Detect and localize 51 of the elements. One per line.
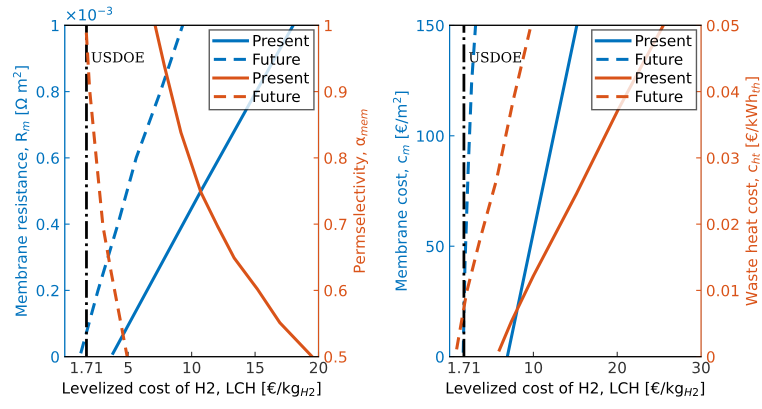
y-axis-title: Membrane resistance, R$_{m}$ [Ω m$^{2}$] [12,66,30,316]
y2-tick-label: 0.05 [706,20,739,32]
y2-tick-label: 0.6 [324,284,347,296]
x-tick-label: 5 [124,362,132,374]
x-tick-label: 20 [310,362,328,374]
ref-line-label: USDOE [92,52,144,63]
x-axis-title: Levelized cost of H2, LCH [€/kg$_{H2}$] [63,382,320,397]
y2-tick-label: 0.01 [706,284,739,296]
y-tick-label: 50 [426,240,444,252]
x-tick-label: 1.71 [71,362,102,374]
y-tick-label: 0 [436,351,444,363]
y-tick-label: 0.6 [36,152,59,164]
y-tick-label: 1 [52,20,58,32]
ref-line-label: USDOE [468,52,522,63]
x-axis-title: Levelized cost of H2, LCH [€/kg$_{H2}$] [446,382,704,397]
legend-label: Future [636,90,682,102]
y2-tick-label: 0.8 [324,152,347,164]
legend-label: Future [254,90,300,102]
y-tick-label: 0 [51,351,59,363]
line-series [154,25,314,357]
legend-label: Present [636,34,692,46]
legend-label: Future [254,54,300,65]
y-tick-label: 100 [417,130,444,142]
legend-label: Present [636,72,692,84]
y-tick-label: 0.8 [36,86,59,98]
legend-label: Future [636,54,682,65]
line-series [79,25,184,355]
y2-tick-label: 0.03 [706,152,739,164]
y-tick-label: 0.4 [36,218,60,230]
y2-tick-label: 0.02 [706,218,738,230]
x-tick-label: 1.71 [448,362,480,374]
y2-tick-label: 0.7 [324,218,346,230]
y2-tick-label: 1 [325,20,332,32]
legend-label: Present [254,34,309,46]
y-tick-label: 0.2 [36,284,58,296]
y2-tick-label: 0.5 [324,351,346,363]
y-axis-title: Membrane cost, c$_{m}$ [€/m$^{2}$] [392,92,410,290]
legend-label: Present [254,72,309,84]
x-tick-label: 10 [184,362,200,374]
y2-axis-title: Waste heat cost, c$_{ht}$ [€/kWh$_{th}$] [745,77,760,306]
y2-axis-title: Permselectivity, α$_{mem}$ [353,109,368,272]
line-series [455,28,532,351]
x-tick-label: 30 [692,362,710,374]
text: ×10$^{−3}$ [66,6,112,21]
y-tick-label: 150 [417,20,444,32]
x-tick-label: 15 [247,362,264,374]
x-tick-label: 10 [525,362,542,374]
y2-tick-label: 0 [706,351,715,363]
y2-tick-label: 0.9 [324,86,347,98]
x-tick-label: 20 [608,362,626,374]
y2-tick-label: 0.04 [706,86,740,98]
